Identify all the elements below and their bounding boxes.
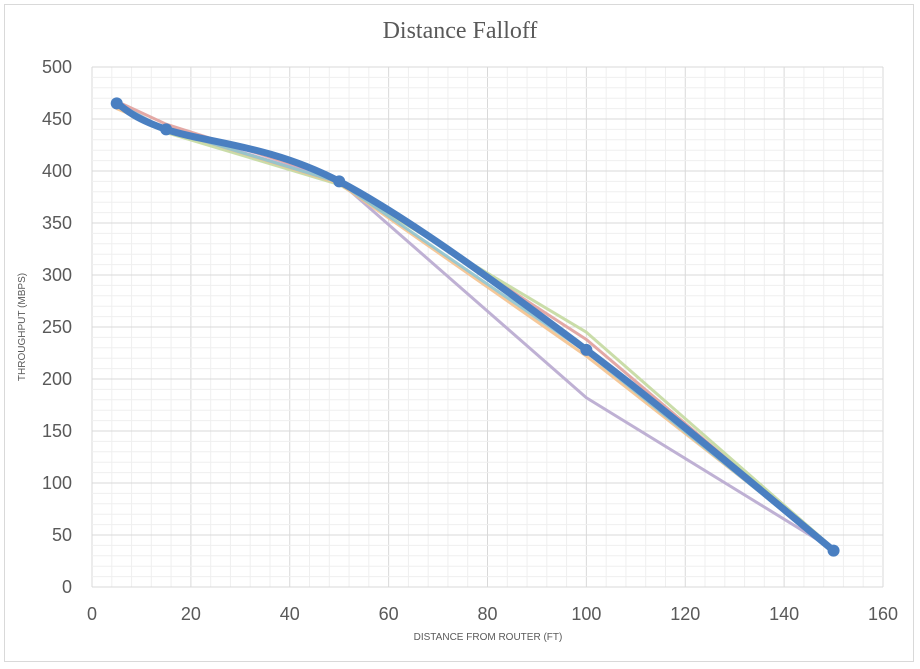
y-tick-label: 200 (42, 369, 72, 389)
x-tick-label: 0 (87, 604, 97, 624)
data-point-marker (160, 123, 173, 136)
x-tick-label: 140 (769, 604, 799, 624)
y-tick-label: 0 (62, 577, 72, 597)
y-tick-label: 250 (42, 317, 72, 337)
tick-labels: 0 20 40 60 80 100 120 140 160 0 50 100 150 200 250 300 3… (42, 57, 898, 624)
x-tick-label: 40 (280, 604, 300, 624)
data-point-marker (827, 544, 840, 557)
data-point-marker (580, 343, 593, 356)
y-tick-label: 50 (52, 525, 72, 545)
y-tick-label: 500 (42, 57, 72, 77)
series-group (110, 97, 840, 557)
chart-frame (4, 4, 914, 662)
y-tick-label: 100 (42, 473, 72, 493)
data-point-marker (333, 175, 346, 188)
y-axis-label: THROUGHPUT (MBPS) (17, 273, 28, 381)
x-tick-label: 160 (868, 604, 898, 624)
x-tick-label: 80 (477, 604, 497, 624)
y-tick-label: 400 (42, 161, 72, 181)
x-tick-label: 100 (571, 604, 601, 624)
y-tick-label: 350 (42, 213, 72, 233)
y-tick-label: 450 (42, 109, 72, 129)
x-axis-label: DISTANCE FROM ROUTER (FT) (414, 632, 563, 643)
x-tick-label: 120 (670, 604, 700, 624)
chart-title: Distance Falloff (383, 18, 538, 44)
x-tick-label: 20 (181, 604, 201, 624)
y-tick-label: 300 (42, 265, 72, 285)
data-point-marker (110, 97, 123, 110)
x-tick-label: 60 (379, 604, 399, 624)
y-tick-label: 150 (42, 421, 72, 441)
